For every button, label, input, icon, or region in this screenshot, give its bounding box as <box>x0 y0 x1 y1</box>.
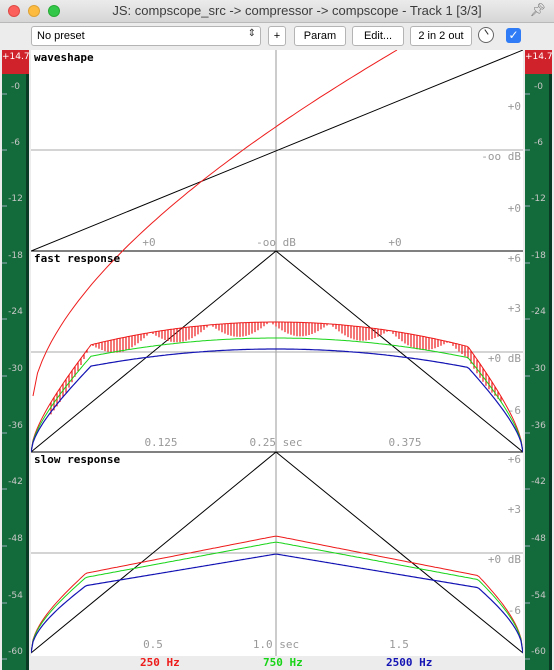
legend-2500hz: 2500 Hz <box>386 656 433 669</box>
add-preset-button[interactable]: + <box>268 26 286 46</box>
fast-right-label: +6 <box>508 252 521 265</box>
waveshape-right-label: +0 <box>508 202 521 215</box>
updown-chevron-icon: ⇕ <box>247 28 256 39</box>
waveshape-bottom-label: +0 <box>388 236 401 249</box>
meter-peak-label: +14.7 <box>525 52 552 62</box>
window-titlebar: JS: compscope_src -> compressor -> comps… <box>0 0 554 23</box>
meter-edge <box>26 74 29 670</box>
meter-scale-label: -12 <box>8 194 23 204</box>
slow-response-title: slow response <box>34 453 120 466</box>
meter-scale-label: -60 <box>531 647 546 657</box>
meter-scale-label: -24 <box>8 307 23 317</box>
fast-right-label: +3 <box>508 302 521 315</box>
meter-scale-label: -48 <box>8 534 23 544</box>
fx-toolbar: No preset ⇕ + Param Edit... 2 in 2 out ✓ <box>0 23 554 50</box>
meter-scale-label: -6 <box>11 138 20 148</box>
meter-scale-label: -36 <box>531 421 546 431</box>
meter-scale-label: -42 <box>8 477 23 487</box>
legend: 250 Hz 750 Hz 2500 Hz <box>0 654 554 670</box>
meter-scale-label: -54 <box>531 591 546 601</box>
enable-checkbox[interactable]: ✓ <box>506 28 521 43</box>
meter-scale-label: -42 <box>531 477 546 487</box>
meter-scale-label: -6 <box>534 138 543 148</box>
wet-knob[interactable] <box>478 27 494 43</box>
legend-250hz: 250 Hz <box>140 656 180 669</box>
meter-scale-label: -0 <box>534 82 543 92</box>
output-meter: +14.7 -0 -6 -12 -18 -24 -30 -36 -42 -48 -54 -60 <box>525 50 552 670</box>
fast-bottom-label: 0.25 sec <box>250 436 303 449</box>
slow-bottom-label: 0.5 <box>143 638 163 651</box>
waveshape-curve <box>32 50 398 397</box>
slow-envelope-triangle <box>31 451 523 654</box>
edit-button[interactable]: Edit... <box>352 26 404 46</box>
fast-envelope-triangle <box>31 250 523 453</box>
meter-scale-label: -18 <box>531 251 546 261</box>
slow-right-label: +3 <box>508 503 521 516</box>
meter-scale-label: -30 <box>531 364 546 374</box>
slow-right-label: +0 dB <box>488 553 521 566</box>
slow-250hz-curve <box>31 535 523 654</box>
fast-response-title: fast response <box>34 252 120 265</box>
fast-2500hz-curve <box>31 348 523 453</box>
close-window-button[interactable] <box>8 5 20 17</box>
pin-icon[interactable]: 📌︎ <box>529 3 546 18</box>
waveshape-title: waveshape <box>34 51 94 64</box>
slow-750hz-curve <box>31 541 523 654</box>
zoom-window-button[interactable] <box>48 5 60 17</box>
meter-scale-label: -36 <box>8 421 23 431</box>
waveshape-bottom-label: +0 <box>142 236 155 249</box>
legend-750hz: 750 Hz <box>263 656 303 669</box>
window-title: JS: compscope_src -> compressor -> comps… <box>112 3 482 18</box>
slow-right-label: +6 <box>508 453 521 466</box>
input-meter: +14.7 -0 -6 -12 -18 -24 -30 -36 -42 -48 -54 -60 <box>2 50 29 670</box>
slow-right-label: -6 <box>508 604 521 617</box>
minimize-window-button[interactable] <box>28 5 40 17</box>
meter-scale-label: -54 <box>8 591 23 601</box>
param-button[interactable]: Param <box>294 26 346 46</box>
io-button[interactable]: 2 in 2 out <box>410 26 472 46</box>
fast-bottom-label: 0.125 <box>144 436 177 449</box>
preset-select[interactable]: No preset ⇕ <box>31 26 261 46</box>
preset-value: No preset <box>37 30 85 42</box>
fast-250hz-ripple <box>50 322 502 415</box>
meter-scale-label: -0 <box>11 82 20 92</box>
waveshape-right-label: +0 <box>508 100 521 113</box>
meter-clip-zone <box>2 50 29 74</box>
meter-clip-zone <box>525 50 552 74</box>
fast-750hz-curve <box>31 337 523 453</box>
slow-bottom-label: 1.5 <box>389 638 409 651</box>
meter-edge <box>549 74 552 670</box>
fast-right-label: +0 dB <box>488 352 521 365</box>
meter-scale-label: -48 <box>531 534 546 544</box>
slow-2500hz-curve <box>31 553 523 654</box>
fast-right-label: -6 <box>508 404 521 417</box>
meter-scale-label: -18 <box>8 251 23 261</box>
meter-scale-label: -24 <box>531 307 546 317</box>
meter-level <box>2 74 29 670</box>
scope-display: waveshape fast response slow response +0 -oo… <box>31 50 523 656</box>
waveshape-right-label: -oo dB <box>481 150 521 163</box>
fast-bottom-label: 0.375 <box>388 436 421 449</box>
meter-peak-label: +14.7 <box>2 52 29 62</box>
slow-bottom-label: 1.0 sec <box>253 638 299 651</box>
meter-scale-label: -60 <box>8 647 23 657</box>
waveshape-diagonal <box>31 50 523 252</box>
meter-level <box>525 74 552 670</box>
meter-scale-label: -12 <box>531 194 546 204</box>
waveshape-bottom-label: -oo dB <box>256 236 296 249</box>
meter-scale-label: -30 <box>8 364 23 374</box>
